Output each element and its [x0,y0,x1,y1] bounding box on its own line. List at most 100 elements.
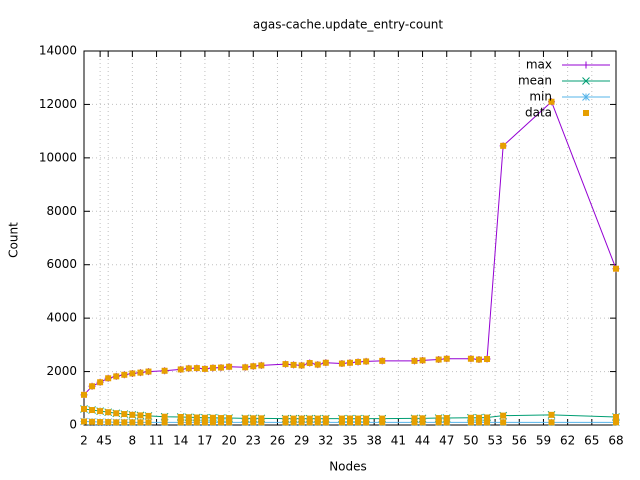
data-point [193,365,200,372]
data-point [322,359,329,366]
data-point [484,356,491,363]
data-point [484,419,491,426]
data-point [411,419,418,426]
data-point [129,370,136,377]
legend-label: max [526,58,552,72]
legend-marker [582,61,590,69]
data-point [145,412,152,419]
data-point [209,364,216,371]
data-point [306,360,313,367]
data-point [314,415,321,422]
data-point [419,415,426,422]
data-point [298,362,305,369]
data-point [185,414,192,421]
data-point [201,414,208,421]
x-tick-label: 5 [104,434,112,448]
x-tick-label: 29 [294,434,309,448]
data-point [435,419,442,426]
x-tick-label: 62 [560,434,575,448]
x-tick-label: 8 [129,434,137,448]
data-point [242,415,249,422]
data-point [548,411,555,418]
x-tick-label: 47 [439,434,454,448]
data-point [475,414,482,421]
y-tick-label: 0 [69,418,77,432]
data-point [282,415,289,422]
data-point [185,365,192,372]
data-point [218,419,225,426]
x-tick-label: 53 [487,434,502,448]
data-point [113,373,120,380]
data-point [81,391,87,398]
y-tick-label: 4000 [46,311,77,325]
data-point [500,142,507,149]
data-point [145,419,152,426]
y-tick-label: 10000 [39,150,77,164]
data-point [89,383,96,390]
data-point [435,415,442,422]
y-tick-label: 2000 [46,364,77,378]
data-point [419,357,426,364]
y-tick-label: 8000 [46,204,77,218]
data-point [548,98,555,105]
x-axis-label: Nodes [329,460,367,474]
data-point [355,358,362,365]
data-point [419,419,426,426]
data-point [161,413,168,420]
data-point [443,355,450,362]
data-point [177,366,184,373]
x-tick-label: 50 [463,434,478,448]
x-tick-label: 14 [173,434,188,448]
data-point [548,419,555,426]
x-tick-label: 56 [512,434,527,448]
data-point [121,419,128,426]
data-point [379,419,386,426]
data-point [613,265,619,272]
data-point [97,419,104,426]
data-point [129,419,136,426]
data-point [435,356,442,363]
data-point [467,414,474,421]
data-point [338,419,345,426]
data-point [129,411,136,418]
x-tick-label: 44 [415,434,430,448]
data-point [322,419,329,426]
data-point [443,419,450,426]
data-point [355,415,362,422]
x-tick-label: 38 [367,434,382,448]
data-point [290,415,297,422]
data-point [500,412,507,419]
x-tick-label: 35 [342,434,357,448]
x-tick-label: 41 [391,434,406,448]
data-point [226,419,233,426]
data-point [250,363,257,370]
data-point [379,415,386,422]
data-point [363,358,370,365]
data-point [475,419,482,426]
data-point [218,364,225,371]
data-point [258,415,265,422]
data-point [105,375,112,382]
data-point [105,409,112,416]
data-point [314,419,321,426]
legend-label: min [529,90,552,104]
data-point [121,411,128,418]
data-point [306,415,313,422]
data-point [363,419,370,426]
data-point [282,419,289,426]
data-point [105,419,112,426]
legend-marker [582,93,590,101]
data-point [347,415,353,422]
data-point [226,415,233,422]
data-point [250,415,257,422]
data-point [347,359,353,366]
chart-title: agas-cache.update_entry-count [253,18,444,32]
data-point [161,367,168,374]
data-point [218,415,225,422]
data-point [411,415,418,422]
x-tick-label: 68 [608,434,623,448]
legend-marker [582,77,590,85]
data-point [242,364,249,371]
data-point [81,418,87,425]
